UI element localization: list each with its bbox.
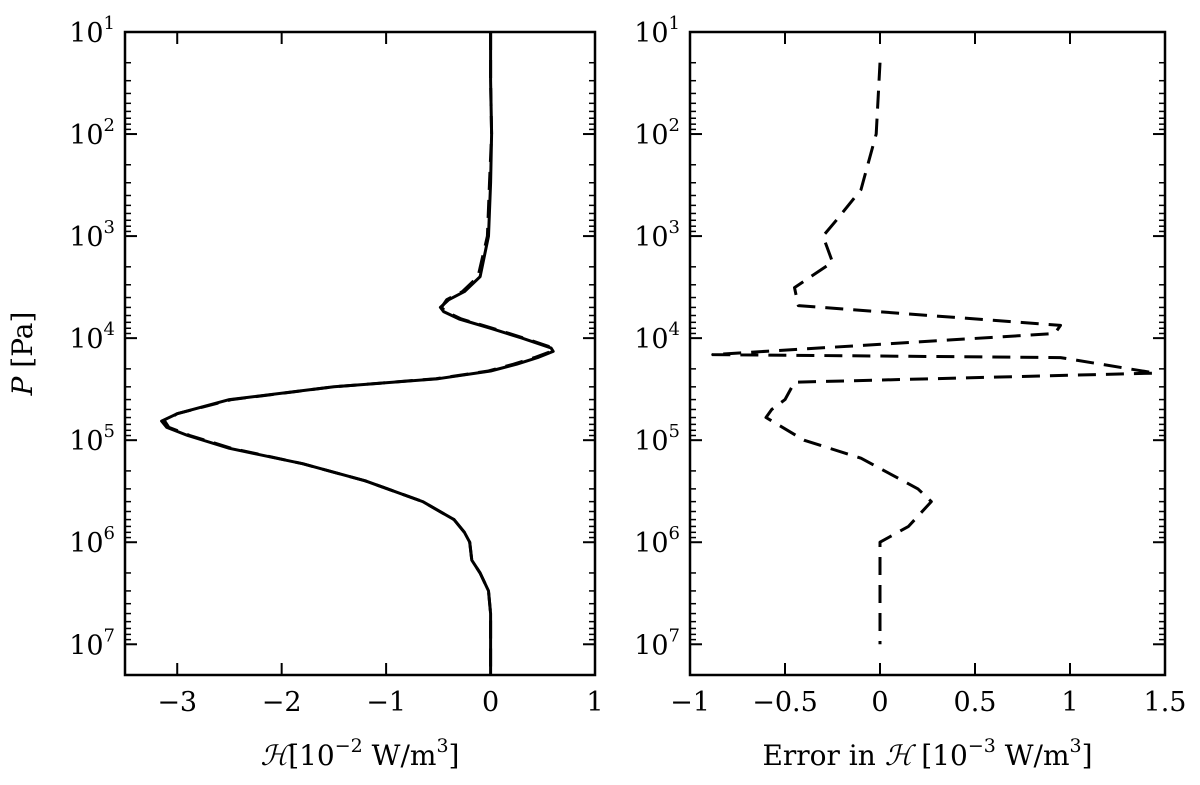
left-xtick-label: −2 — [262, 687, 302, 718]
right-xtick-label: 0 — [871, 687, 888, 718]
left-plot-frame — [123, 30, 597, 677]
left-xtick-label: 0 — [482, 687, 499, 718]
left-series-dashed-line — [163, 32, 555, 675]
left-y-axis-label: P [Pa] — [6, 312, 39, 397]
left-ytick-label: 104 — [69, 319, 115, 355]
right-plot-frame — [688, 30, 1167, 677]
right-xtick-label: 1 — [1061, 687, 1078, 718]
right-xtick-label: −0.5 — [752, 687, 818, 718]
right-ytick-label: 107 — [634, 625, 680, 661]
right-ytick-label: 105 — [634, 421, 680, 457]
right-panel: −1 −0.5 0 0.5 1 1.5 101 102 103 104 105 106 107 Error… — [634, 13, 1186, 772]
left-series-solid-line — [160, 32, 555, 675]
right-ytick-label: 103 — [634, 217, 680, 253]
right-ytick-label: 102 — [634, 115, 680, 151]
left-ytick-label: 101 — [69, 13, 115, 49]
left-xtick-label: −3 — [157, 687, 197, 718]
left-xtick-label: 1 — [586, 687, 603, 718]
right-series-dashed-line — [711, 62, 1157, 645]
right-ytick-label: 104 — [634, 319, 680, 355]
left-ytick-label: 103 — [69, 217, 115, 253]
right-ytick-label: 101 — [634, 13, 680, 49]
left-xtick-label: −1 — [366, 687, 406, 718]
left-ytick-label: 106 — [69, 523, 115, 559]
left-ytick-label: 107 — [69, 625, 115, 661]
left-panel: −3 −2 −1 0 1 101 102 103 104 105 106 107 ℋ[10−2 W/m3… — [6, 13, 604, 772]
right-x-axis-label: Error in ℋ [10−3 W/m3] — [762, 735, 1092, 772]
left-ytick-label: 105 — [69, 421, 115, 457]
left-ytick-label: 102 — [69, 115, 115, 151]
left-x-axis-label: ℋ[10−2 W/m3] — [261, 735, 460, 772]
right-xtick-label: 1.5 — [1144, 687, 1187, 718]
right-xtick-label: −1 — [670, 687, 710, 718]
right-ytick-label: 106 — [634, 523, 680, 559]
right-xtick-label: 0.5 — [954, 687, 997, 718]
